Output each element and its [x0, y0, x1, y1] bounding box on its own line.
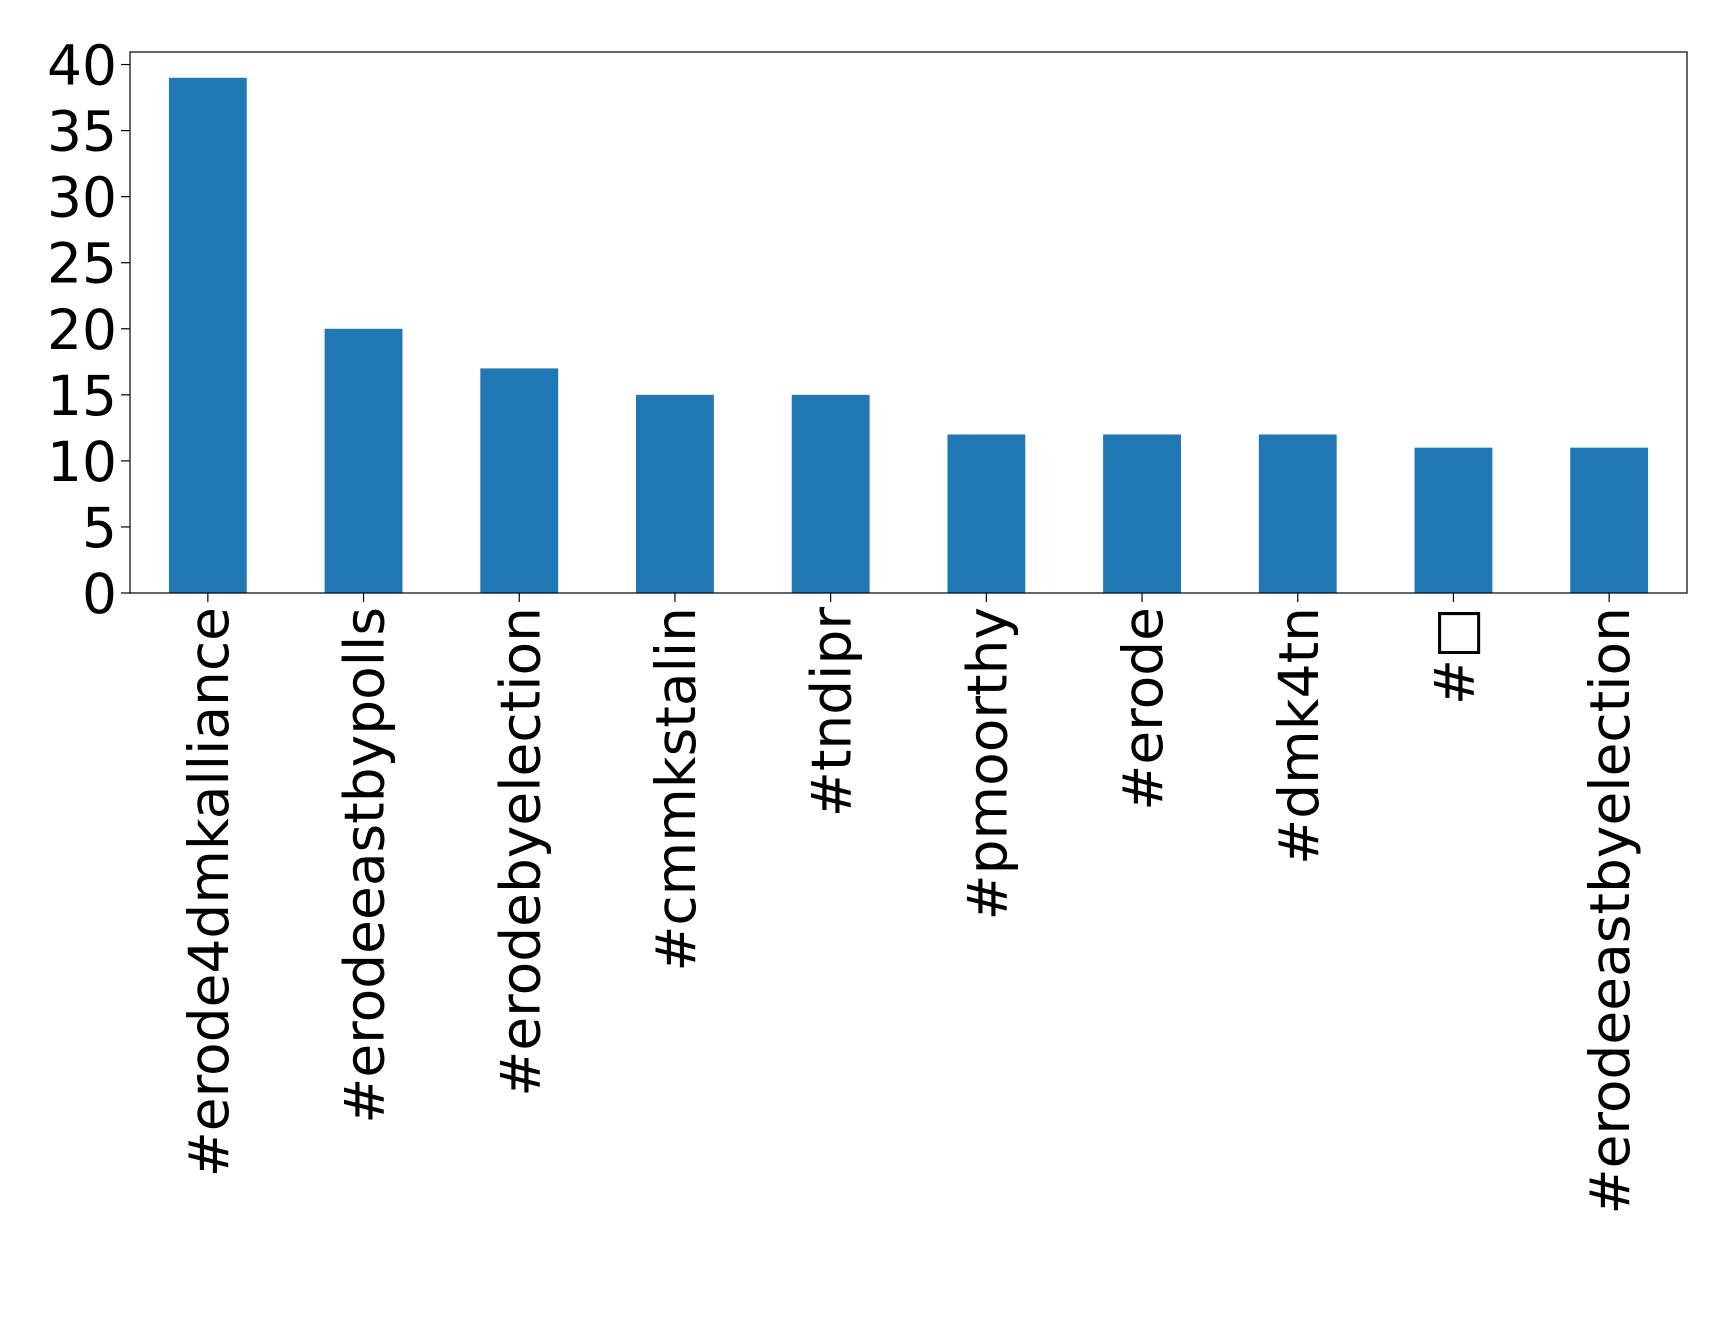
y-tick-label: 30 — [47, 166, 117, 230]
y-tick-label: 20 — [47, 298, 117, 362]
bar — [1258, 434, 1337, 593]
y-tick-label: 15 — [47, 364, 117, 428]
y-tick-label: 10 — [47, 430, 117, 494]
x-tick-label: #tndipr — [800, 607, 864, 818]
bar — [636, 394, 714, 593]
x-tick-label: #erodebyelection — [488, 607, 552, 1097]
x-tick-label: #□ — [1422, 607, 1486, 705]
plot-frame — [129, 51, 1688, 594]
bar — [1570, 447, 1649, 593]
y-tick-label: 35 — [47, 100, 117, 164]
bar — [791, 394, 870, 593]
bar — [1103, 434, 1181, 593]
x-tick-label: #erodeeastbyelection — [1578, 607, 1642, 1215]
bar — [1414, 447, 1493, 593]
x-tick-label: #cmmkstalin — [644, 607, 708, 972]
x-tick-label: #erode4dmkalliance — [177, 607, 241, 1177]
y-tick-label: 40 — [47, 34, 117, 98]
x-tick-label: #erode — [1111, 607, 1175, 811]
y-tick-label: 5 — [82, 496, 117, 560]
y-tick-label: 0 — [82, 562, 117, 626]
bar — [480, 368, 559, 593]
y-tick-label: 25 — [47, 232, 117, 296]
bar — [947, 434, 1026, 593]
x-tick-label: #erodeeastbypolls — [333, 607, 397, 1124]
bar — [324, 328, 403, 593]
x-tick-label: #dmk4tn — [1267, 607, 1331, 865]
bar — [168, 77, 247, 593]
x-tick-label: #pmoorthy — [955, 607, 1019, 920]
